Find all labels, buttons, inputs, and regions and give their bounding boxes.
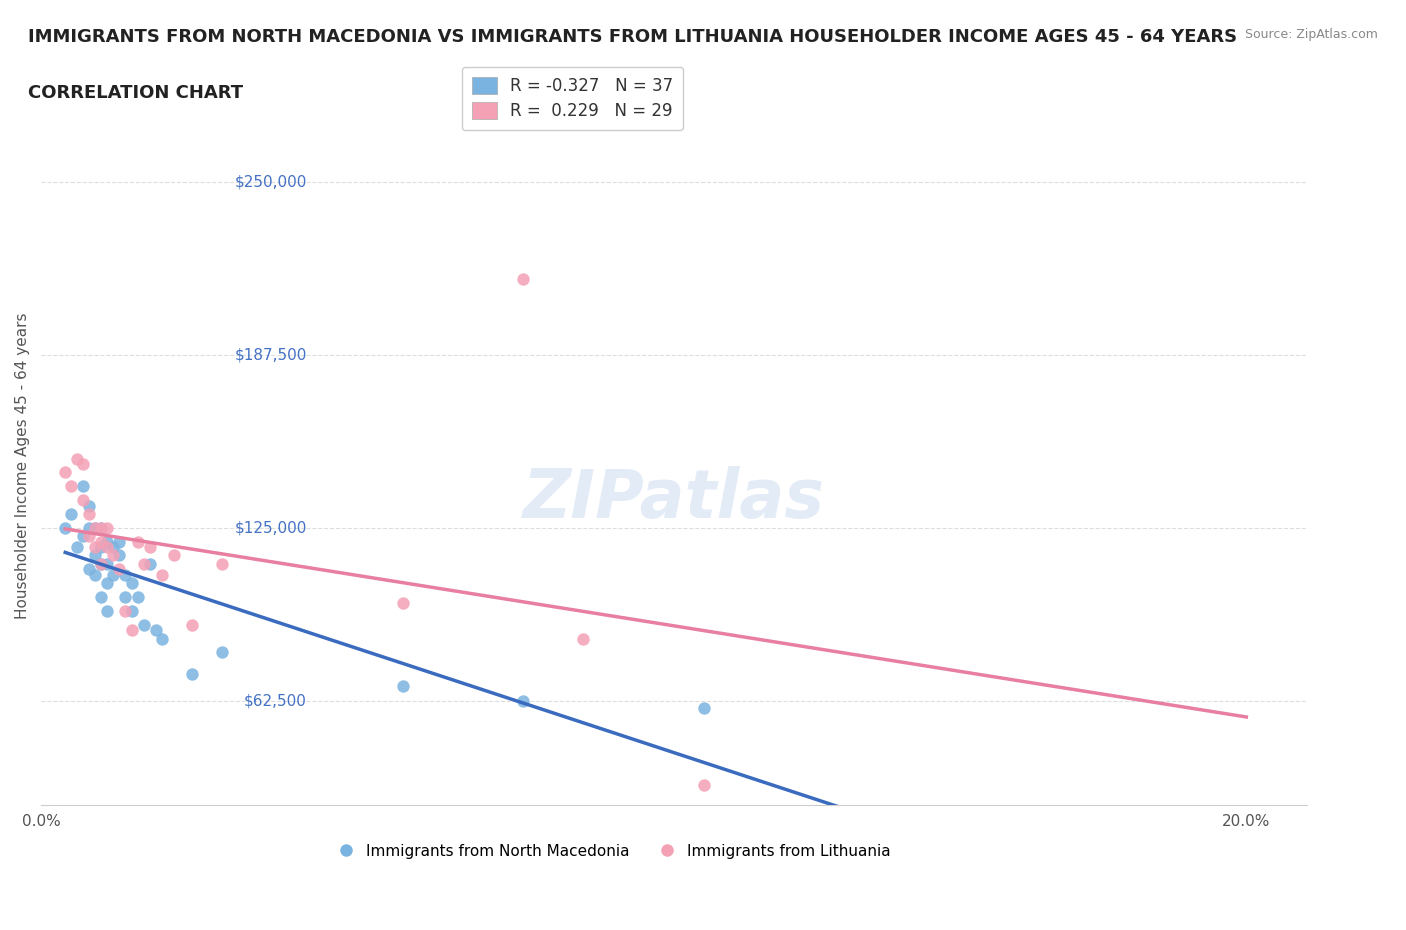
Point [121, 576, 143, 591]
Point [79, 507, 101, 522]
Point [114, 604, 136, 618]
Text: $62,500: $62,500 [245, 693, 307, 709]
Point [79, 498, 101, 513]
Point [391, 678, 413, 693]
Point [72, 493, 94, 508]
Point [66, 539, 89, 554]
Point [90, 590, 112, 604]
Point [132, 618, 155, 632]
Point [114, 590, 136, 604]
Text: $187,500: $187,500 [235, 348, 307, 363]
Point [72, 479, 94, 494]
Point [108, 548, 131, 563]
Point [96, 539, 118, 554]
Point [138, 539, 160, 554]
Point [53, 465, 76, 480]
Point [127, 590, 149, 604]
Point [121, 623, 143, 638]
Point [180, 667, 202, 682]
Point [96, 556, 118, 571]
Point [108, 562, 131, 577]
Text: Source: ZipAtlas.com: Source: ZipAtlas.com [1244, 28, 1378, 41]
Point [180, 618, 202, 632]
Point [572, 631, 595, 646]
Point [211, 644, 233, 659]
Point [127, 534, 149, 549]
Point [72, 528, 94, 543]
Legend: Immigrants from North Macedonia, Immigrants from Lithuania: Immigrants from North Macedonia, Immigra… [325, 837, 897, 865]
Point [103, 548, 125, 563]
Point [512, 272, 534, 286]
Point [138, 556, 160, 571]
Point [53, 521, 76, 536]
Point [84, 521, 107, 536]
Text: CORRELATION CHART: CORRELATION CHART [28, 84, 243, 101]
Text: ZIPatlas: ZIPatlas [523, 467, 825, 533]
Point [79, 521, 101, 536]
Point [84, 539, 107, 554]
Point [90, 556, 112, 571]
Point [132, 556, 155, 571]
Text: $125,000: $125,000 [235, 520, 307, 536]
Point [121, 604, 143, 618]
Point [90, 534, 112, 549]
Point [96, 521, 118, 536]
Point [150, 631, 173, 646]
Point [391, 595, 413, 610]
Text: IMMIGRANTS FROM NORTH MACEDONIA VS IMMIGRANTS FROM LITHUANIA HOUSEHOLDER INCOME : IMMIGRANTS FROM NORTH MACEDONIA VS IMMIG… [28, 28, 1237, 46]
Point [103, 539, 125, 554]
Point [512, 694, 534, 709]
Point [96, 576, 118, 591]
Point [72, 457, 94, 472]
Point [150, 567, 173, 582]
Point [84, 548, 107, 563]
Point [108, 534, 131, 549]
Point [79, 562, 101, 577]
Point [693, 700, 716, 715]
Point [84, 521, 107, 536]
Point [163, 548, 186, 563]
Point [66, 451, 89, 466]
Text: $250,000: $250,000 [235, 175, 307, 190]
Point [79, 528, 101, 543]
Point [60, 507, 83, 522]
Point [90, 521, 112, 536]
Point [211, 556, 233, 571]
Point [90, 539, 112, 554]
Point [90, 521, 112, 536]
Point [693, 777, 716, 792]
Point [96, 534, 118, 549]
Y-axis label: Householder Income Ages 45 - 64 years: Householder Income Ages 45 - 64 years [15, 312, 30, 618]
Point [145, 623, 167, 638]
Point [60, 479, 83, 494]
Point [114, 567, 136, 582]
Point [96, 604, 118, 618]
Point [90, 556, 112, 571]
Point [103, 567, 125, 582]
Point [84, 567, 107, 582]
